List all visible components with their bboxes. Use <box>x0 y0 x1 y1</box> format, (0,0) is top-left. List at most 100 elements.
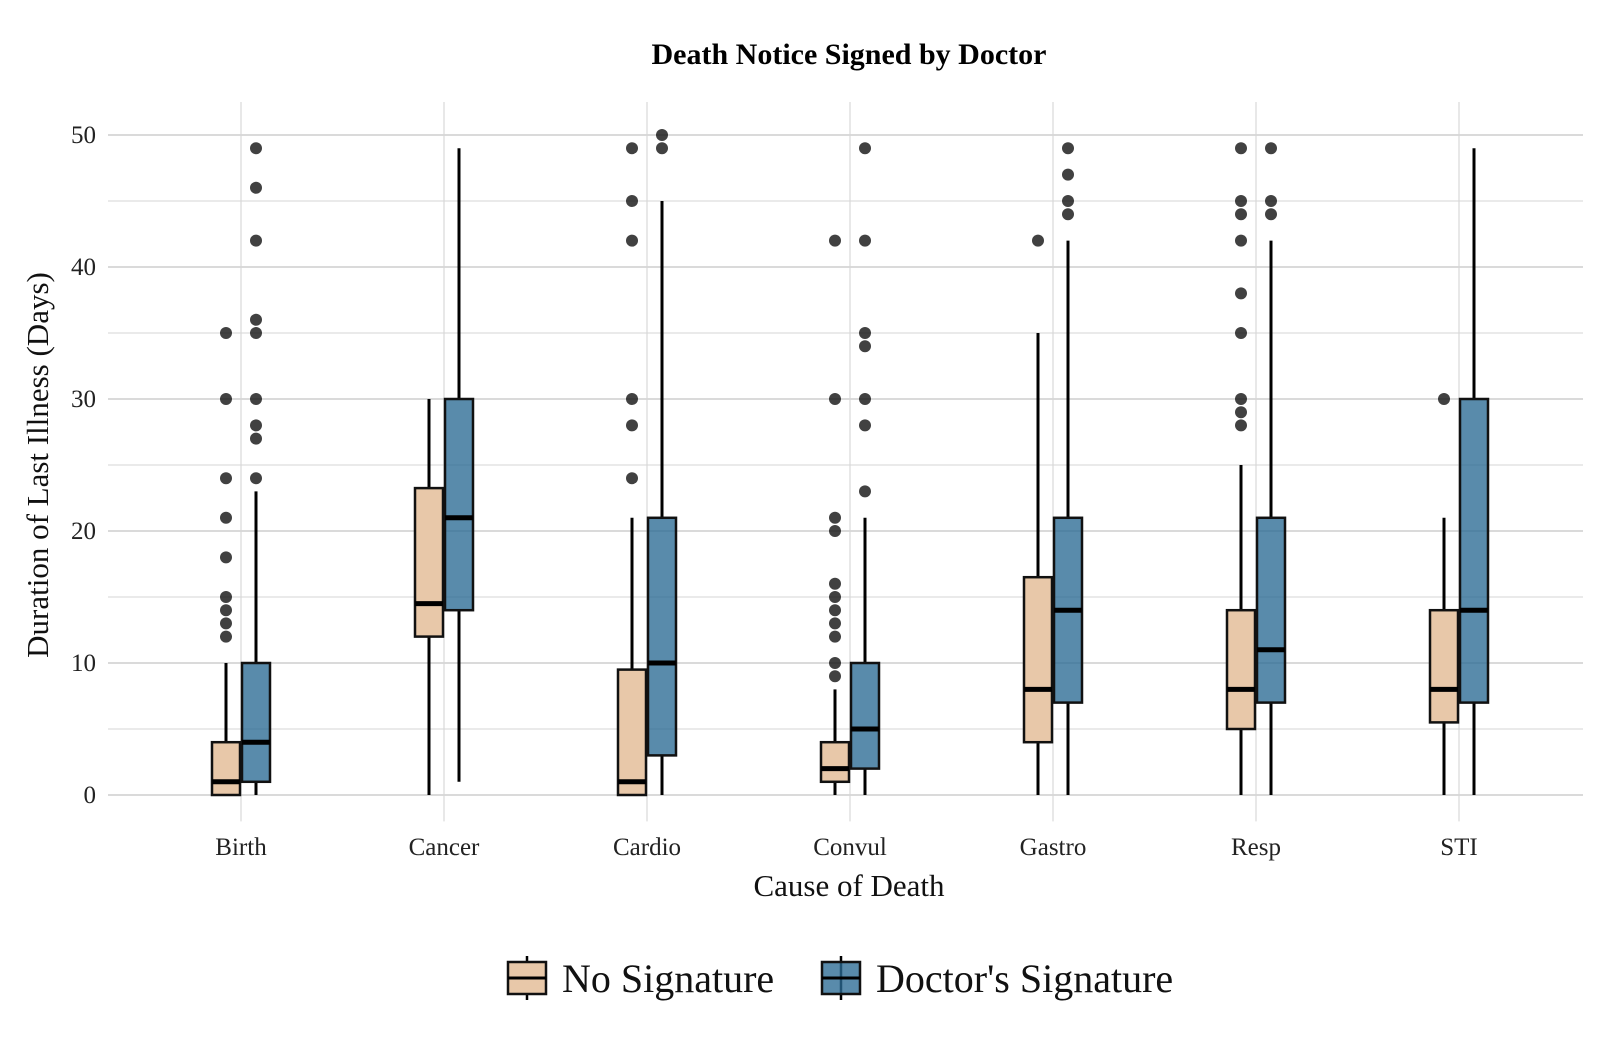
outlier-point <box>626 393 638 405</box>
outlier-point <box>220 393 232 405</box>
box-iqr <box>1255 516 1287 704</box>
outlier-point <box>1235 287 1247 300</box>
outlier-point <box>1265 142 1277 155</box>
boxplots <box>210 129 1490 797</box>
box-no-signature-cancer <box>413 399 445 795</box>
box-doctor-s-signature-resp <box>1255 142 1287 795</box>
legend-item: Doctor's Signature <box>820 956 1173 1001</box>
x-tick-label: Cardio <box>613 834 681 861</box>
outlier-point <box>859 327 871 339</box>
outlier-point <box>626 234 638 247</box>
outlier-point <box>220 630 232 643</box>
outlier-point <box>1235 234 1247 247</box>
outlier-point <box>250 142 262 155</box>
outlier-point <box>250 419 262 432</box>
x-tick-label: Cancer <box>409 834 480 861</box>
legend-item: No Signature <box>506 956 774 1001</box>
legend-label: Doctor's Signature <box>876 956 1173 1001</box>
box-no-signature-resp <box>1225 142 1257 795</box>
box-doctor-s-signature-sti <box>1458 148 1490 795</box>
outlier-point <box>829 393 841 405</box>
outlier-point <box>626 142 638 155</box>
x-tick-label: Convul <box>813 834 887 861</box>
outlier-point <box>220 617 232 630</box>
outlier-point <box>859 142 871 155</box>
x-tick-label: Resp <box>1231 834 1281 861</box>
legend-label: No Signature <box>562 956 774 1001</box>
x-axis-ticks: Birth Cancer Cardio Convul Gastro Resp STI <box>215 834 1477 861</box>
outlier-point <box>626 419 638 432</box>
box-iqr <box>1225 608 1257 731</box>
outlier-point <box>1062 142 1074 155</box>
outlier-point <box>859 234 871 247</box>
box-doctor-s-signature-cancer <box>443 148 475 782</box>
box-iqr <box>1022 575 1054 744</box>
outlier-point <box>220 604 232 617</box>
outlier-point <box>220 472 232 485</box>
outlier-point <box>250 472 262 485</box>
outlier-point <box>829 657 841 669</box>
box-iqr <box>240 661 272 784</box>
outlier-point <box>829 604 841 617</box>
y-tick-label: 20 <box>71 518 96 545</box>
outlier-point <box>220 591 232 603</box>
box-iqr <box>616 668 648 797</box>
box-no-signature-convul <box>819 234 851 795</box>
outlier-point <box>1062 168 1074 181</box>
outlier-point <box>1265 195 1277 207</box>
box-iqr <box>819 740 851 784</box>
outlier-point <box>250 234 262 247</box>
outlier-point <box>1032 234 1044 247</box>
x-axis-title: Cause of Death <box>753 868 945 903</box>
outlier-point <box>250 313 262 326</box>
outlier-point <box>1235 327 1247 339</box>
box-no-signature-birth <box>210 327 242 797</box>
outlier-point <box>859 393 871 405</box>
outlier-point <box>829 577 841 590</box>
outlier-point <box>1235 419 1247 432</box>
outlier-point <box>1235 195 1247 207</box>
outlier-point <box>220 551 232 564</box>
outlier-point <box>250 432 262 445</box>
box-iqr <box>1458 397 1490 704</box>
outlier-point <box>656 142 668 155</box>
outlier-point <box>220 327 232 339</box>
box-no-signature-sti <box>1428 393 1460 795</box>
y-axis-ticks: 0 10 20 30 40 50 <box>71 122 96 809</box>
outlier-point <box>829 617 841 630</box>
outlier-point <box>250 393 262 405</box>
box-iqr <box>1428 608 1460 724</box>
box-doctor-s-signature-cardio <box>646 129 678 795</box>
box-iqr <box>413 486 445 638</box>
outlier-point <box>220 511 232 524</box>
y-tick-label: 40 <box>71 254 96 281</box>
outlier-point <box>859 419 871 432</box>
box-iqr <box>646 516 678 757</box>
y-tick-label: 10 <box>71 650 96 677</box>
x-tick-label: Birth <box>215 834 267 861</box>
grid <box>108 102 1583 822</box>
box-no-signature-gastro <box>1022 234 1054 795</box>
outlier-point <box>829 591 841 603</box>
outlier-point <box>1062 208 1074 221</box>
outlier-point <box>1265 208 1277 221</box>
box-doctor-s-signature-gastro <box>1052 142 1084 795</box>
y-tick-label: 50 <box>71 122 96 149</box>
x-tick-label: STI <box>1440 834 1478 861</box>
outlier-point <box>829 670 841 683</box>
chart-title: Death Notice Signed by Doctor <box>652 38 1047 71</box>
outlier-point <box>1062 195 1074 207</box>
legend: No Signature Doctor's Signature <box>506 956 1173 1001</box>
box-doctor-s-signature-convul <box>849 142 881 795</box>
outlier-point <box>859 485 871 498</box>
outlier-point <box>250 327 262 339</box>
outlier-point <box>829 630 841 643</box>
outlier-point <box>1235 406 1247 419</box>
y-tick-label: 30 <box>71 386 96 413</box>
outlier-point <box>829 525 841 537</box>
outlier-point <box>626 195 638 207</box>
outlier-point <box>829 511 841 524</box>
outlier-point <box>250 181 262 194</box>
box-iqr <box>849 661 881 770</box>
